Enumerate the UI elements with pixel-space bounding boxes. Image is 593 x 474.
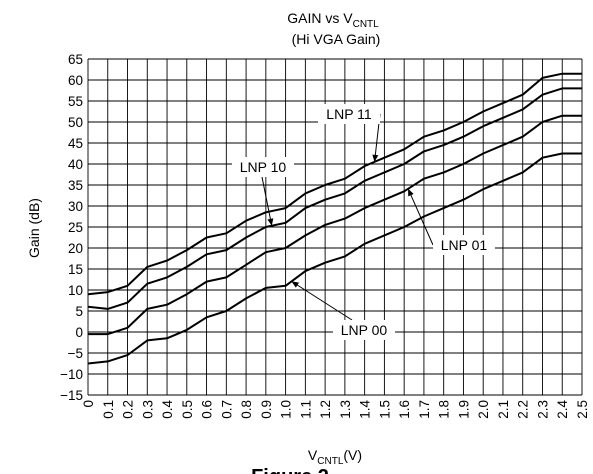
series-line-lnp-01 — [88, 114, 582, 336]
y-tick-label: 15 — [68, 262, 83, 277]
x-tick-label: 2.3 — [535, 400, 550, 419]
chart-subtitle: (Hi VGA Gain) — [292, 31, 381, 47]
y-tick-label: 35 — [68, 178, 83, 193]
x-tick-label: 2.0 — [476, 400, 491, 419]
x-tick-label: 2.5 — [575, 400, 590, 419]
x-axis-label: VCNTL(V) — [308, 447, 362, 467]
series-callouts: LNP 11 LNP 10 LNP 01 LNP 00 — [232, 104, 495, 340]
series-lines — [87, 72, 582, 365]
x-tick-label: 2.2 — [516, 400, 531, 419]
x-tick-labels: 0 0.1 0.2 0.3 0.4 0.5 0.6 0.7 0.8 0.9 1.0 1.1 1.2 1.3… — [81, 400, 590, 419]
series-line-lnp-00 — [87, 152, 582, 365]
x-tick-label: 0.9 — [259, 400, 274, 419]
callout-arrowhead-lnp-01 — [408, 188, 414, 197]
x-tick-label: 0.4 — [160, 400, 175, 419]
x-tick-label: 1.2 — [318, 400, 333, 419]
callout-leader-lnp-00 — [291, 280, 353, 321]
y-tick-label: 25 — [68, 220, 83, 235]
x-tick-label: 1.6 — [397, 400, 412, 419]
x-tick-label: 0.6 — [200, 400, 215, 419]
x-tick-label: 0.7 — [219, 400, 234, 419]
callout-arrowhead-lnp-11 — [372, 154, 379, 162]
callout-label-lnp-10: LNP 10 — [240, 159, 287, 175]
figure-caption: Figure 2 — [251, 466, 329, 474]
x-tick-label: 0.1 — [101, 400, 116, 419]
x-axis-label-subscript: CNTL — [317, 456, 344, 467]
series-line-lnp-11 — [87, 72, 582, 296]
y-tick-label: 65 — [68, 52, 83, 67]
callout-arrowhead-lnp-00 — [291, 281, 300, 288]
x-tick-label: 1.9 — [456, 400, 471, 419]
x-tick-label: 2.1 — [496, 400, 511, 419]
y-tick-label: 5 — [75, 304, 83, 319]
x-tick-label: 1.5 — [377, 400, 392, 419]
y-tick-label: 45 — [68, 136, 83, 151]
y-tick-label: 20 — [68, 241, 83, 256]
x-axis-label-unit: (V) — [343, 447, 362, 463]
x-tick-label: 2.4 — [555, 400, 570, 419]
y-tick-label: 55 — [68, 94, 83, 109]
y-tick-label: −10 — [60, 367, 83, 382]
callout-box-lnp-00 — [333, 320, 395, 340]
callout-label-lnp-00: LNP 00 — [341, 322, 388, 338]
chart-title-subscript: CNTL — [353, 19, 380, 30]
y-tick-label: −5 — [68, 346, 83, 361]
chart-title: GAIN vs VCNTL — [287, 10, 379, 30]
y-tick-label: 40 — [68, 157, 83, 172]
callout-label-lnp-01: LNP 01 — [441, 237, 488, 253]
x-tick-label: 1.0 — [279, 400, 294, 419]
callout-box-lnp-01 — [433, 235, 495, 255]
x-tick-label: 0 — [81, 400, 96, 408]
y-tick-label: 50 — [68, 115, 83, 130]
callout-box-lnp-10 — [232, 157, 294, 177]
x-tick-label: 0.8 — [239, 400, 254, 419]
x-tick-label: 0.2 — [121, 400, 136, 419]
y-tick-label: 60 — [68, 73, 83, 88]
callout-box-lnp-11 — [318, 104, 380, 124]
x-tick-label: 0.5 — [180, 400, 195, 419]
callout-label-lnp-11: LNP 11 — [326, 106, 372, 122]
callout-leader-lnp-01 — [407, 188, 434, 246]
callout-leader-lnp-10 — [261, 176, 273, 226]
callout-arrowhead-lnp-10 — [267, 218, 274, 226]
y-tick-label: −15 — [60, 388, 83, 403]
y-tick-label: 30 — [68, 199, 83, 214]
x-tick-label: 1.8 — [437, 400, 452, 419]
x-tick-label: 1.4 — [358, 400, 373, 419]
x-tick-label: 1.3 — [338, 400, 353, 419]
x-tick-label: 0.3 — [140, 400, 155, 419]
series-line-lnp-10 — [87, 87, 582, 310]
x-tick-label: 1.1 — [298, 400, 313, 419]
y-axis-label: Gain (dB) — [26, 198, 42, 258]
y-tick-label: 10 — [68, 283, 83, 298]
y-tick-label: 0 — [75, 325, 83, 340]
x-tick-label: 1.7 — [417, 400, 432, 419]
